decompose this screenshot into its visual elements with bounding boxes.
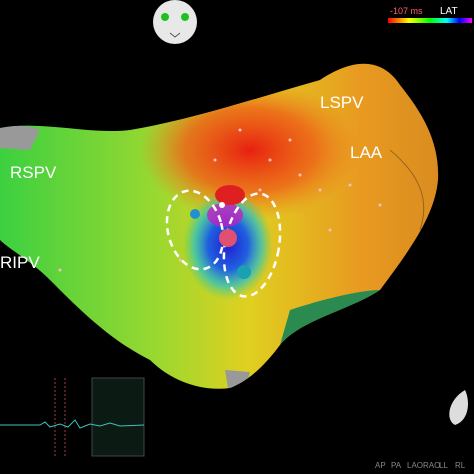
orientation-heart <box>449 390 468 425</box>
scale-min: -107 ms <box>390 6 423 16</box>
dashed-circuit <box>165 189 225 271</box>
view-button[interactable]: LAO <box>407 461 423 470</box>
view-button[interactable]: RL <box>455 461 466 470</box>
label-lspv: LSPV <box>320 93 364 112</box>
scale-title: LAT <box>440 6 458 17</box>
label-ripv: RIPV <box>0 253 40 272</box>
ecg-panel <box>0 377 145 457</box>
view-button[interactable]: AP <box>375 461 386 470</box>
ablation-point <box>237 265 251 279</box>
ablation-point <box>190 209 200 219</box>
view-button[interactable]: RAO <box>423 461 440 470</box>
point <box>219 202 225 208</box>
view-button[interactable]: PA <box>391 461 402 470</box>
sample-points <box>58 128 382 272</box>
ablation-point <box>219 229 237 247</box>
face-icon <box>153 0 197 44</box>
color-scale: -107 ms LAT <box>388 6 472 23</box>
label-rspv: RSPV <box>10 163 57 182</box>
view-button[interactable]: LL <box>439 461 448 470</box>
label-laa: LAA <box>350 143 383 162</box>
lat-map-surface <box>0 63 439 389</box>
